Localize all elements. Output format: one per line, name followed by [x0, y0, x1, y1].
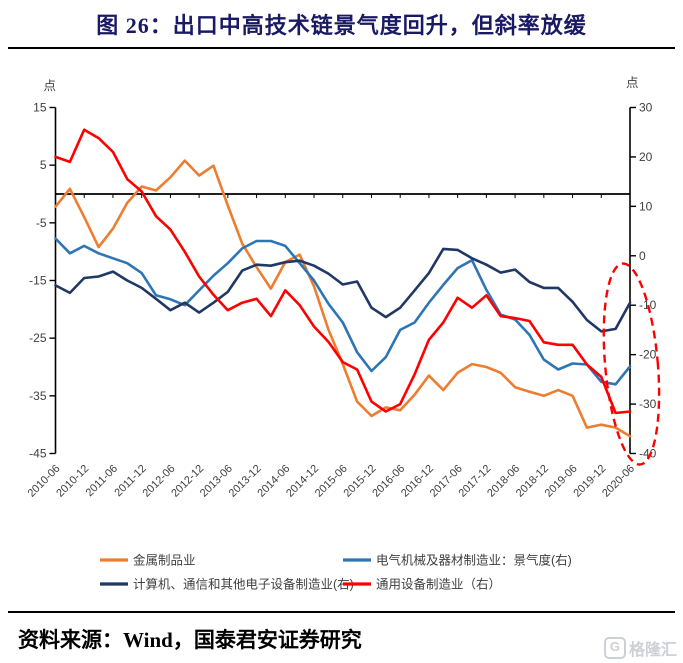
right-axis-unit-label: 点 [626, 76, 639, 90]
left-axis-unit-label: 点 [44, 79, 57, 93]
highlight-ellipse-annotation [602, 262, 661, 466]
right-axis-tick-label: -20 [639, 348, 657, 362]
left-axis-tick-label: -25 [29, 331, 47, 345]
x-axis-tick-label: 2020-06 [600, 463, 637, 500]
series-line-2 [54, 247, 632, 333]
right-axis-tick-label: 30 [639, 101, 653, 115]
left-axis-tick-label: -35 [29, 389, 47, 403]
legend-label-3: 通用设备制造业（右） [376, 577, 501, 592]
left-axis-tick-label: 15 [33, 101, 47, 115]
left-axis-tick-label: -15 [29, 274, 47, 288]
series-line-3 [54, 128, 632, 415]
legend-label-2: 计算机、通信和其他电子设备制造业(右) [133, 577, 354, 592]
gelonghui-watermark: G 格隆汇 [603, 636, 677, 660]
left-axis-tick-label: 5 [40, 158, 47, 172]
series-line-1 [54, 237, 632, 386]
gelonghui-logo-icon: G [603, 637, 626, 659]
right-axis-tick-label: 0 [639, 249, 646, 263]
right-axis-tick-label: 20 [639, 150, 653, 164]
left-axis-tick-label: -5 [36, 216, 47, 230]
left-axis-tick-label: -45 [29, 447, 47, 461]
title-divider-rule [8, 47, 675, 49]
right-axis-tick-label: -30 [639, 397, 657, 411]
right-axis-tick-label: -40 [639, 447, 657, 461]
right-axis-tick-label: -10 [639, 298, 657, 312]
series-line-0 [54, 159, 632, 438]
legend-label-0: 金属制品业 [133, 553, 196, 568]
footer-divider-rule [8, 611, 675, 613]
gelonghui-logo-text: 格隆汇 [628, 642, 677, 659]
right-axis-tick-label: 10 [639, 199, 653, 213]
legend-label-1: 电气机械及器材制造业：景气度(右) [376, 553, 572, 568]
figure-title: 图 26：出口中高技术链景气度回升，但斜率放缓 [96, 13, 587, 38]
data-source-note: 资料来源：Wind，国泰君安证券研究 [18, 628, 362, 652]
